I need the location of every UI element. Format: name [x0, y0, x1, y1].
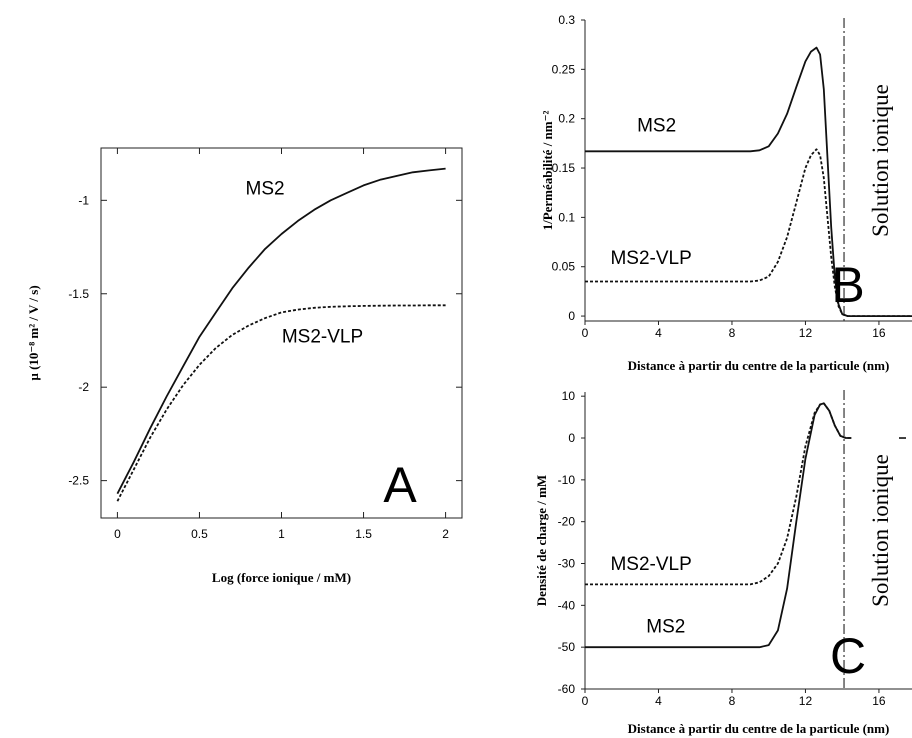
x-tick-label: 4	[655, 326, 662, 340]
x-tick-label: 12	[799, 694, 813, 708]
x-tick-label: 1.5	[355, 527, 372, 541]
y-tick-label: -50	[558, 640, 576, 654]
x-tick-label: 2	[442, 527, 449, 541]
x-tick-label: 0	[582, 326, 589, 340]
panel-letter: A	[383, 457, 417, 513]
y-tick-label: -30	[558, 557, 576, 571]
series-label: MS2	[246, 179, 285, 200]
series-label: MS2	[646, 617, 685, 638]
y-tick-label: 0.2	[558, 112, 575, 126]
x-tick-label: 8	[729, 694, 736, 708]
y-tick-label: -1	[78, 193, 89, 207]
y-tick-label: 0.1	[558, 210, 575, 224]
series-label: MS2-VLP	[282, 326, 363, 347]
x-tick-label: 0	[114, 527, 121, 541]
y-axis-title: Densité de charge / mM	[534, 475, 549, 606]
y-tick-label: -60	[558, 682, 576, 696]
y-axis-title: 1/Perméabilité / nm⁻²	[540, 111, 555, 231]
x-tick-label: 8	[729, 326, 736, 340]
y-tick-label: -20	[558, 515, 576, 529]
x-tick-label: 4	[655, 694, 662, 708]
y-tick-label: 0.05	[552, 260, 576, 274]
x-axis-title: Distance à partir du centre de la partic…	[628, 721, 890, 736]
y-tick-label: 0.25	[552, 62, 576, 76]
series-label: MS2-VLP	[610, 248, 691, 269]
x-tick-label: 0.5	[191, 527, 208, 541]
x-axis-title: Log (force ionique / mM)	[212, 570, 351, 585]
region-label: Solution ionique	[868, 454, 893, 607]
y-tick-label: -2.5	[68, 474, 89, 488]
x-tick-label: 12	[799, 326, 813, 340]
y-tick-label: 0.3	[558, 13, 575, 27]
y-tick-label: 0	[568, 431, 575, 445]
panel-letter: C	[830, 628, 866, 684]
y-axis-title: µ (10⁻⁸ m² / V / s)	[26, 285, 41, 380]
x-axis-title: Distance à partir du centre de la partic…	[628, 358, 890, 373]
y-tick-label: 10	[562, 389, 576, 403]
series-label: MS2-VLP	[610, 554, 691, 575]
series-label: MS2	[637, 116, 676, 137]
x-tick-label: 16	[872, 326, 886, 340]
x-tick-label: 0	[582, 694, 589, 708]
y-tick-label: 0	[568, 309, 575, 323]
x-tick-label: 1	[278, 527, 285, 541]
panel-letter: B	[831, 257, 864, 313]
y-tick-label: -2	[78, 380, 89, 394]
y-tick-label: -1.5	[68, 287, 89, 301]
region-label: Solution ionique	[868, 84, 893, 237]
x-tick-label: 16	[872, 694, 886, 708]
y-tick-label: -10	[558, 473, 576, 487]
y-tick-label: 0.15	[552, 161, 576, 175]
y-tick-label: -40	[558, 598, 576, 612]
